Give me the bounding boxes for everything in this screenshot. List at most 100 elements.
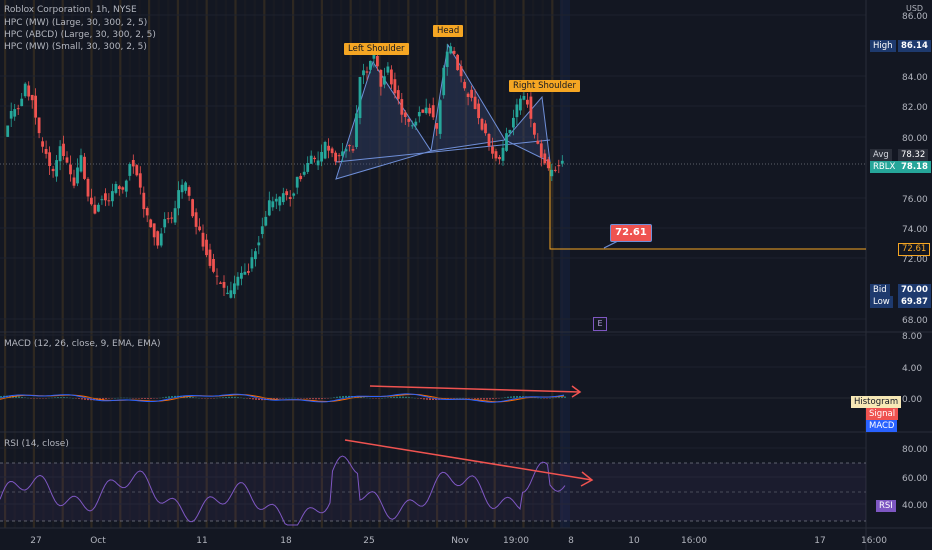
- session-band: [368, 0, 371, 528]
- macd-histogram-bar: [81, 398, 83, 400]
- candle-body: [484, 123, 487, 134]
- macd-histogram-bar: [234, 396, 236, 398]
- candle-body: [498, 157, 501, 160]
- macd-histogram-bar: [360, 396, 362, 398]
- candle-body: [445, 51, 449, 67]
- macd-histogram-bar: [504, 397, 506, 398]
- candle-body: [288, 197, 292, 199]
- session-band: [397, 0, 400, 528]
- macd-tick: 4.00: [902, 364, 922, 374]
- candle-body: [37, 117, 41, 134]
- candle-body: [16, 108, 20, 110]
- candle-body: [330, 148, 334, 154]
- macd-line: [0, 393, 565, 403]
- right-shoulder-region: [504, 95, 551, 163]
- candle-body: [449, 46, 453, 54]
- left-shoulder-label[interactable]: Left Shoulder: [344, 43, 409, 55]
- target-price-callout[interactable]: 72.61: [610, 224, 652, 242]
- session-band: [436, 0, 439, 528]
- candle-body: [83, 156, 86, 179]
- head-label[interactable]: Head: [433, 25, 464, 37]
- candle-body: [145, 208, 149, 216]
- candle-body: [69, 164, 72, 175]
- session-band: [234, 0, 237, 528]
- candle-body: [121, 187, 125, 190]
- symbol-label: RBLX: [870, 161, 899, 173]
- macd-histogram-bar: [225, 397, 227, 398]
- macd-legend[interactable]: MACD (12, 26, close, 9, EMA, EMA): [4, 339, 161, 349]
- macd-histogram-bar: [15, 396, 17, 398]
- macd-histogram-bar: [321, 398, 323, 399]
- candle-body: [337, 155, 341, 157]
- candle-body: [51, 168, 55, 172]
- candle-body: [257, 242, 261, 246]
- session-band: [474, 0, 477, 528]
- session-band: [416, 0, 419, 528]
- candle-body: [208, 249, 212, 266]
- session-band: [32, 0, 35, 528]
- macd-histogram-bar: [309, 398, 311, 400]
- session-band: [388, 0, 391, 528]
- session-band: [61, 0, 64, 528]
- time-tick: 18: [280, 536, 292, 546]
- macd-histogram-bar: [255, 398, 257, 400]
- candle-body: [260, 226, 264, 234]
- rsi-badge: RSI: [876, 500, 896, 512]
- macd-histogram-bar: [276, 398, 278, 399]
- indicator-legend[interactable]: HPC (MW) (Large, 30, 300, 2, 5): [4, 18, 148, 28]
- macd-histogram-bar: [222, 397, 224, 398]
- time-axis[interactable]: 27 Oct 11 18 25 Nov 19:00 8 10 16:00 17 …: [30, 536, 887, 546]
- candle-body: [111, 191, 114, 202]
- macd-pane: [0, 393, 866, 403]
- session-band: [349, 0, 352, 528]
- macd-histogram-bar: [561, 396, 563, 398]
- candle-body: [41, 141, 44, 147]
- candle-body: [320, 152, 323, 162]
- macd-histogram-bar: [273, 398, 275, 400]
- macd-histogram-bar: [426, 398, 428, 400]
- session-highlight-bands: [4, 0, 570, 528]
- price-tick: 76.00: [902, 195, 928, 205]
- time-tick: 27: [30, 536, 41, 546]
- rsi-tick: 60.00: [902, 474, 928, 484]
- macd-histogram-bar: [363, 397, 365, 398]
- candle-body: [205, 239, 208, 256]
- candle-body: [477, 103, 480, 119]
- candle-body: [341, 151, 344, 156]
- macd-histogram-bar: [228, 396, 230, 398]
- indicator-legend[interactable]: HPC (ABCD) (Large, 30, 300, 2, 5): [4, 30, 156, 40]
- earnings-marker[interactable]: E: [593, 317, 607, 331]
- price-axis[interactable]: 86.00 84.00 82.00 80.00 76.00 74.00 72.0…: [902, 12, 928, 511]
- macd-histogram-bar: [141, 398, 143, 399]
- candle-body: [20, 98, 24, 107]
- session-band: [196, 0, 199, 528]
- price-tick: 80.00: [902, 134, 928, 144]
- candle-body: [306, 163, 310, 172]
- session-band: [512, 0, 515, 528]
- candle-body: [323, 142, 327, 159]
- macd-histogram-bar: [324, 398, 326, 399]
- candle-body: [264, 216, 268, 226]
- right-shoulder-label[interactable]: Right Shoulder: [509, 80, 580, 92]
- candle-body: [459, 66, 463, 77]
- session-band: [119, 0, 122, 528]
- candle-body: [222, 282, 226, 288]
- indicator-legend[interactable]: HPC (MW) (Small, 30, 300, 2, 5): [4, 42, 147, 52]
- macd-histogram-bar: [249, 398, 251, 399]
- candle-body: [100, 199, 104, 201]
- session-band: [503, 0, 506, 528]
- candle-body: [65, 157, 69, 163]
- candle-body: [13, 109, 17, 117]
- time-tick: 10: [628, 536, 640, 546]
- candle-body: [107, 200, 111, 202]
- candle-body: [149, 219, 153, 228]
- candle-body: [281, 193, 285, 203]
- rsi-legend[interactable]: RSI (14, close): [4, 439, 69, 449]
- symbol-price: 78.18: [898, 161, 931, 173]
- macd-histogram-bar: [483, 398, 485, 400]
- candle-body: [219, 282, 222, 284]
- macd-histogram-bar: [108, 398, 110, 399]
- candle-body: [27, 85, 31, 97]
- macd-histogram-bar: [480, 398, 482, 400]
